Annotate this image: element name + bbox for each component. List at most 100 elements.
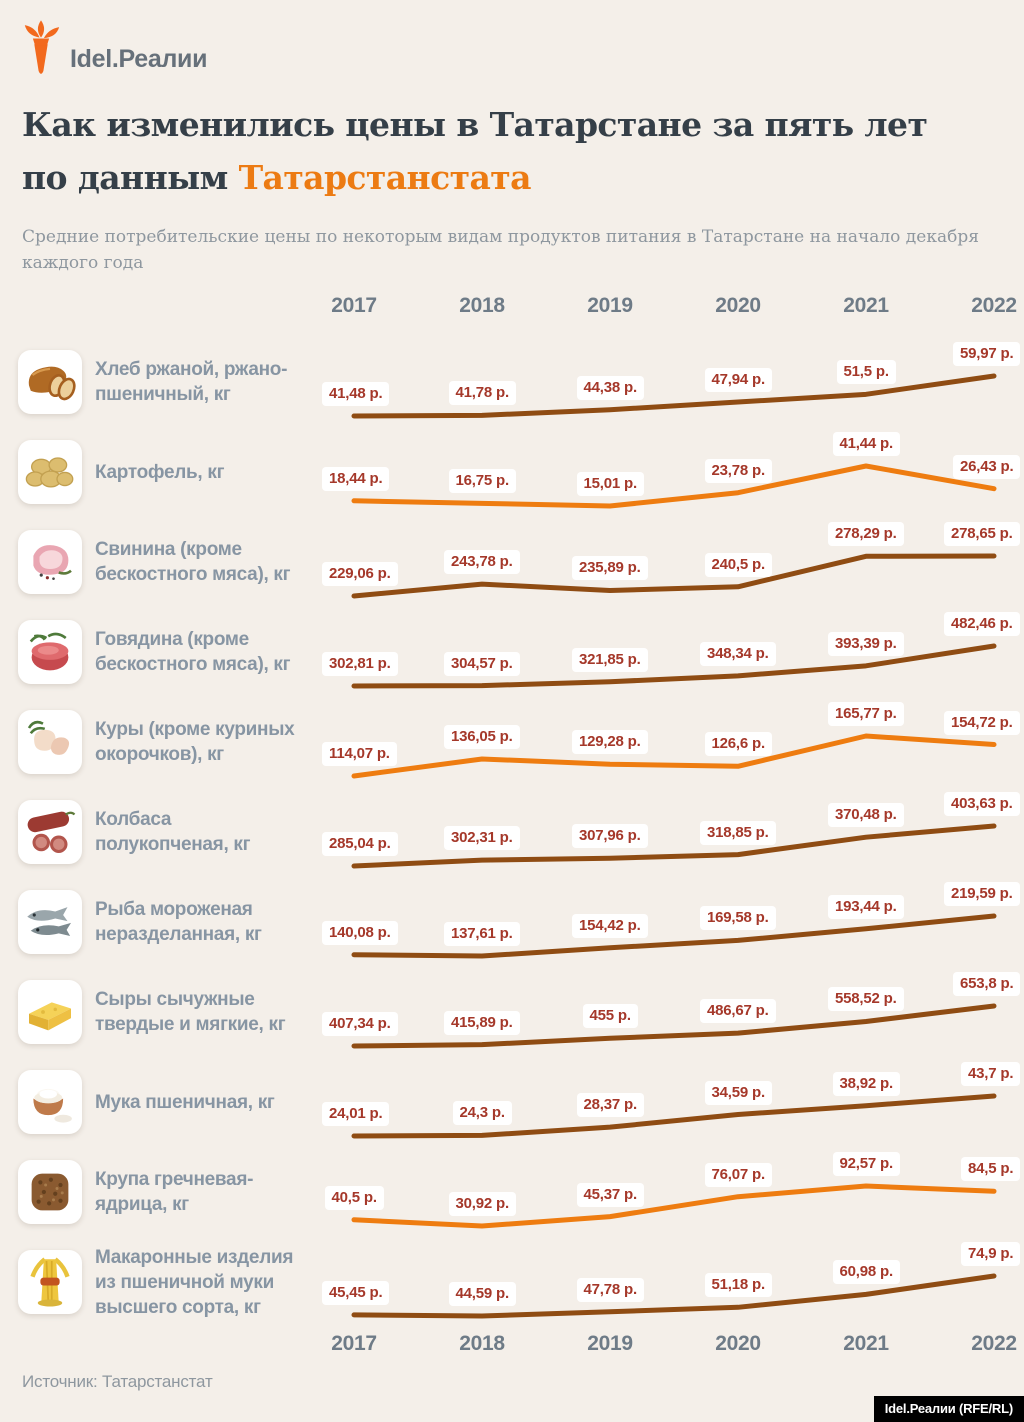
value-chip: 92,57 р. <box>832 1152 900 1176</box>
pasta-icon <box>18 1250 82 1314</box>
price-line <box>351 553 997 599</box>
product-row: Картофель, кг 18,44 р. 16,75 р. 15,01 р. 23,… <box>0 430 1024 520</box>
source-note: Источник: Татарстанстат <box>22 1372 213 1391</box>
title-line-1: Как изменились цены в Татарстане за пять… <box>22 105 928 144</box>
value-chip: 41,78 р. <box>448 381 516 406</box>
year-label: 2018 <box>459 1332 505 1355</box>
value-chip: 59,97 р. <box>953 342 1021 366</box>
price-line <box>351 643 997 689</box>
page-title: Как изменились цены в Татарстане за пять… <box>22 98 1012 204</box>
title-line-2: по данным Татарстанстата <box>22 158 532 197</box>
potato-icon <box>18 440 82 504</box>
year-label: 2020 <box>715 1332 761 1355</box>
year-label: 2022 <box>971 1332 1017 1355</box>
cheese-icon <box>18 980 82 1044</box>
beef-icon <box>18 620 82 684</box>
year-label: 2021 <box>843 1332 889 1355</box>
value-chip: 653,8 р. <box>953 972 1021 996</box>
product-row: Сыры сычужные твердые и мягкие, кг 407,34… <box>0 970 1024 1060</box>
value-chip: 74,9 р. <box>961 1242 1021 1266</box>
value-chip: 403,63 р. <box>944 792 1020 816</box>
year-label: 2019 <box>587 294 633 317</box>
value-chip: 307,96 р. <box>572 824 648 849</box>
value-chip: 318,85 р. <box>700 820 776 845</box>
value-chip: 40,5 р. <box>324 1185 384 1210</box>
price-line <box>351 823 997 869</box>
price-line <box>351 463 997 509</box>
value-chip: 193,44 р. <box>828 894 904 919</box>
value-chip: 44,59 р. <box>448 1282 516 1306</box>
value-chip: 126,6 р. <box>704 732 772 757</box>
value-chip: 84,5 р. <box>961 1157 1021 1182</box>
year-label: 2021 <box>843 294 889 317</box>
price-line-chart: 24,01 р. 24,3 р. 28,37 р. 34,59 р. 38,92 р. 4… <box>320 1060 1024 1150</box>
value-chip: 24,01 р. <box>322 1102 390 1126</box>
value-chip: 370,48 р. <box>828 803 904 828</box>
product-label: Хлеб ржаной, ржано- пшеничный, кг <box>95 359 288 405</box>
product-label: Куры (кроме куриных окорочков), кг <box>95 719 295 765</box>
value-chip: 321,85 р. <box>572 647 648 672</box>
product-row: Рыба мороженая неразделанная, кг 140,08 р… <box>0 880 1024 970</box>
value-chip: 44,38 р. <box>576 375 644 400</box>
year-axis-top: 2017 2018 2019 2020 2021 2022 <box>320 294 1024 324</box>
price-line-chart: 140,08 р. 137,61 р. 154,42 р. 169,58 р. 193,… <box>320 880 1024 970</box>
value-chip: 41,48 р. <box>322 382 390 406</box>
year-axis-bottom: 2017 2018 2019 2020 2021 2022 <box>320 1332 1024 1362</box>
price-line <box>351 373 997 419</box>
product-label: Картофель, кг <box>95 461 225 483</box>
value-chip: 285,04 р. <box>322 832 398 856</box>
value-chip: 43,7 р. <box>961 1062 1021 1086</box>
value-chip: 30,92 р. <box>448 1192 516 1216</box>
product-label: Крупа гречневая- ядрица, кг <box>95 1169 254 1215</box>
value-chip: 60,98 р. <box>832 1260 900 1285</box>
year-label: 2018 <box>459 294 505 317</box>
value-chip: 558,52 р. <box>828 987 904 1012</box>
value-chip: 137,61 р. <box>444 922 520 946</box>
value-chip: 393,39 р. <box>828 631 904 656</box>
price-line <box>351 733 997 779</box>
value-chip: 235,89 р. <box>572 556 648 581</box>
value-chip: 76,07 р. <box>704 1162 772 1187</box>
product-label: Рыба мороженая неразделанная, кг <box>95 899 262 945</box>
pork-icon <box>18 530 82 594</box>
value-chip: 278,29 р. <box>828 522 904 547</box>
value-chip: 18,44 р. <box>322 466 390 491</box>
title-accent: Татарстанстата <box>238 158 532 197</box>
value-chip: 482,46 р. <box>944 612 1020 636</box>
value-chip: 302,81 р. <box>322 652 398 676</box>
product-label: Мука пшеничная, кг <box>95 1091 275 1113</box>
value-chip: 229,06 р. <box>322 562 398 586</box>
value-chip: 45,37 р. <box>576 1182 644 1207</box>
price-line-chart: 40,5 р. 30,92 р. 45,37 р. 76,07 р. 92,57 р. 8… <box>320 1150 1024 1240</box>
product-row: Колбаса полукопченая, кг 285,04 р. 302,31 … <box>0 790 1024 880</box>
fish-icon <box>18 890 82 954</box>
value-chip: 243,78 р. <box>444 550 520 575</box>
value-chip: 129,28 р. <box>572 730 648 755</box>
product-label: Макаронные изделия из пшеничной муки выс… <box>95 1246 294 1318</box>
value-chip: 114,07 р. <box>322 742 397 766</box>
value-chip: 47,94 р. <box>704 368 772 393</box>
value-chip: 23,78 р. <box>704 458 772 483</box>
product-row: Куры (кроме куриных окорочков), кг 114,07… <box>0 700 1024 790</box>
value-chip: 154,72 р. <box>944 710 1020 735</box>
year-label: 2017 <box>331 294 377 317</box>
value-chip: 136,05 р. <box>444 724 520 749</box>
sausage-icon <box>18 800 82 864</box>
value-chip: 45,45 р. <box>322 1280 390 1305</box>
value-chip: 407,34 р. <box>322 1012 398 1036</box>
footer-badge: Idel.Реалии (RFE/RL) <box>873 1396 1024 1422</box>
value-chip: 51,18 р. <box>704 1273 772 1298</box>
value-chip: 278,65 р. <box>944 522 1020 546</box>
year-label: 2017 <box>331 1332 377 1355</box>
price-line <box>351 1273 997 1319</box>
price-line-chart: 41,48 р. 41,78 р. 44,38 р. 47,94 р. 51,5 р. 5… <box>320 340 1024 430</box>
product-row: Мука пшеничная, кг 24,01 р. 24,3 р. 28,37 р… <box>0 1060 1024 1150</box>
value-chip: 47,78 р. <box>576 1277 644 1302</box>
year-label: 2022 <box>971 294 1017 317</box>
value-chip: 24,3 р. <box>452 1101 512 1126</box>
value-chip: 304,57 р. <box>444 651 520 676</box>
price-line <box>351 1183 997 1229</box>
price-line-chart: 229,06 р. 243,78 р. 235,89 р. 240,5 р. 278,2… <box>320 520 1024 610</box>
value-chip: 169,58 р. <box>700 906 776 931</box>
